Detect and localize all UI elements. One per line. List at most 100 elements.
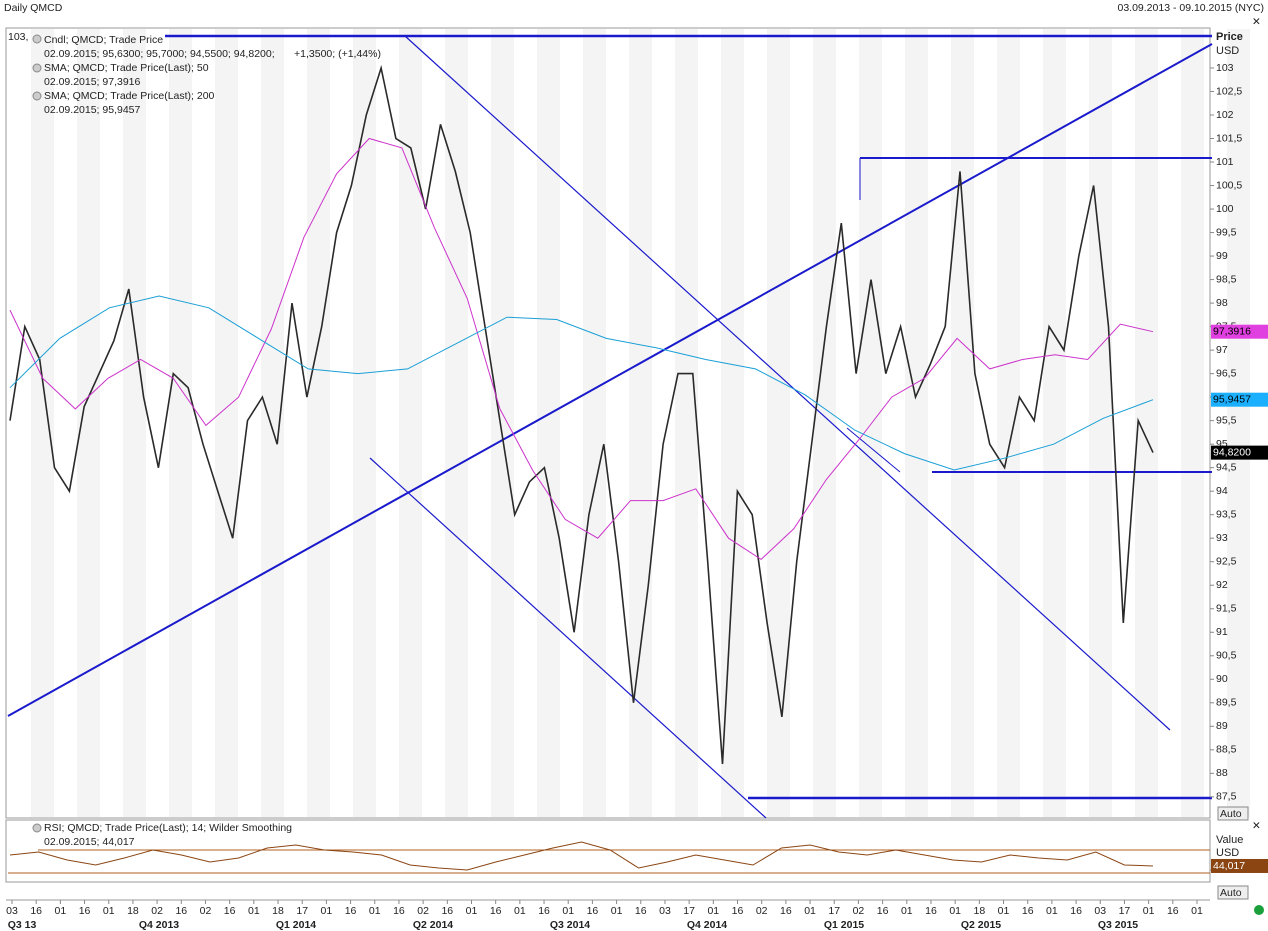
x-tick-label: 16 xyxy=(175,905,187,917)
stripe xyxy=(537,29,560,817)
stripe xyxy=(31,29,54,817)
y-tick-label: 94 xyxy=(1216,485,1228,497)
support-trend-line xyxy=(7,43,1213,717)
rsi-axis-unit: USD xyxy=(1216,847,1239,859)
price-axis-title: Price xyxy=(1216,31,1243,43)
y-tick-label: 101,5 xyxy=(1216,132,1242,144)
auto-button[interactable] xyxy=(1217,885,1249,900)
x-tick-label: 16 xyxy=(345,905,357,917)
x-tick-label: 01 xyxy=(248,905,260,917)
legend: 103, Cndl; QMCD; Trade Price 02.09.2015;… xyxy=(8,31,381,848)
price-frame xyxy=(5,27,1211,819)
stripe xyxy=(353,29,376,817)
x-tick-label: 01 xyxy=(1191,905,1203,917)
stripe xyxy=(169,29,192,817)
rsi-legend-value: 02.09.2015; 44,017 xyxy=(44,836,135,848)
y-tick-label: 101 xyxy=(1216,156,1234,168)
quarter-label: Q3 2014 xyxy=(550,919,590,931)
close-button[interactable]: ✕ xyxy=(1252,16,1261,28)
x-tick-label: 16 xyxy=(587,905,599,917)
x-tick-label: 03 xyxy=(6,905,18,917)
y-tick-label: 95 xyxy=(1216,438,1228,450)
rsi-axis-title: Value xyxy=(1216,834,1243,846)
sma-line xyxy=(9,295,1154,471)
last-value-box xyxy=(1211,392,1268,407)
quarter-label: Q2 2014 xyxy=(413,919,453,931)
legend-icon xyxy=(32,34,42,44)
x-tick-label: 17 xyxy=(828,905,840,917)
y-tick-label: 90,5 xyxy=(1216,650,1237,662)
y-tick-label: 95,5 xyxy=(1216,414,1237,426)
x-tick-label: 16 xyxy=(1070,905,1082,917)
legend-icon xyxy=(32,63,42,73)
y-tick-label: 102 xyxy=(1216,109,1234,121)
legend-sma50: SMA; QMCD; Trade Price(Last); 50 xyxy=(44,62,209,74)
auto-label[interactable]: Auto xyxy=(1220,887,1242,899)
y-tick-label: 93 xyxy=(1216,532,1228,544)
y-tick-label: 100,5 xyxy=(1216,179,1242,191)
x-tick-label: 01 xyxy=(901,905,913,917)
y-tick-label: 88,5 xyxy=(1216,744,1237,756)
x-tick-label: 02 xyxy=(417,905,429,917)
y-tick-label: 93,5 xyxy=(1216,508,1237,520)
stripe xyxy=(261,29,284,817)
x-tick-label: 01 xyxy=(103,905,115,917)
quarter-label: Q1 2015 xyxy=(824,919,864,931)
channel-line xyxy=(369,457,767,819)
legend-icon xyxy=(32,91,42,101)
y-tick-label: 98,5 xyxy=(1216,273,1237,285)
status-indicator xyxy=(1254,905,1264,915)
stripe xyxy=(951,29,974,817)
close-button[interactable]: ✕ xyxy=(1252,820,1261,832)
rsi-last-label: 44,017 xyxy=(1213,860,1245,872)
x-tick-label: 18 xyxy=(974,905,986,917)
y-tick-label: 100 xyxy=(1216,203,1234,215)
y-tick-label: 99,5 xyxy=(1216,226,1237,238)
stripe xyxy=(215,29,238,817)
x-tick-label: 02 xyxy=(200,905,212,917)
x-tick-label: 01 xyxy=(562,905,574,917)
x-tick-label: 01 xyxy=(611,905,623,917)
auto-label[interactable]: Auto xyxy=(1220,808,1242,820)
rsi-frame xyxy=(5,819,1211,883)
auto-button[interactable] xyxy=(1217,806,1249,821)
y-tick-label: 88 xyxy=(1216,767,1228,779)
price-line xyxy=(9,64,1154,764)
y-tick-label: 89,5 xyxy=(1216,697,1237,709)
x-tick-label: 02 xyxy=(853,905,865,917)
channel-line xyxy=(846,427,901,473)
x-tick-label: 01 xyxy=(55,905,67,917)
y-tick-label: 102,5 xyxy=(1216,85,1242,97)
legend-sma50-value: 02.09.2015; 97,3916 xyxy=(44,76,141,88)
price-axis-unit: USD xyxy=(1216,45,1239,57)
y-tick-label: 92 xyxy=(1216,579,1228,591)
last-value-label: 97,3916 xyxy=(1213,325,1251,337)
quarter-label: Q3 13 xyxy=(8,919,37,931)
stripe xyxy=(675,29,698,817)
x-tick-label: 16 xyxy=(224,905,236,917)
stripe xyxy=(629,29,652,817)
x-tick-label: 17 xyxy=(296,905,308,917)
x-tick-label: 17 xyxy=(683,905,695,917)
legend-icon xyxy=(32,823,42,833)
quarter-label: Q1 2014 xyxy=(276,919,316,931)
rsi-line xyxy=(9,841,1154,871)
last-value-box xyxy=(1211,324,1268,339)
x-tick-label: 01 xyxy=(321,905,333,917)
stripe xyxy=(905,29,928,817)
y-tick-label: 91,5 xyxy=(1216,603,1237,615)
quarter-label: Q2 2015 xyxy=(961,919,1001,931)
x-tick-label: 16 xyxy=(780,905,792,917)
y-tick-label: 103 xyxy=(1216,62,1234,74)
legend-candle: Cndl; QMCD; Trade Price xyxy=(44,34,163,46)
last-value-label: 94,8200 xyxy=(1213,446,1251,458)
stripes xyxy=(31,29,1250,817)
x-tick-label: 01 xyxy=(369,905,381,917)
legend-sma200: SMA; QMCD; Trade Price(Last); 200 xyxy=(44,90,215,102)
stripe xyxy=(859,29,882,817)
stripe xyxy=(1227,29,1250,817)
x-tick-label: 16 xyxy=(441,905,453,917)
quarter-label: Q3 2015 xyxy=(1098,919,1138,931)
x-tick-label: 03 xyxy=(1094,905,1106,917)
